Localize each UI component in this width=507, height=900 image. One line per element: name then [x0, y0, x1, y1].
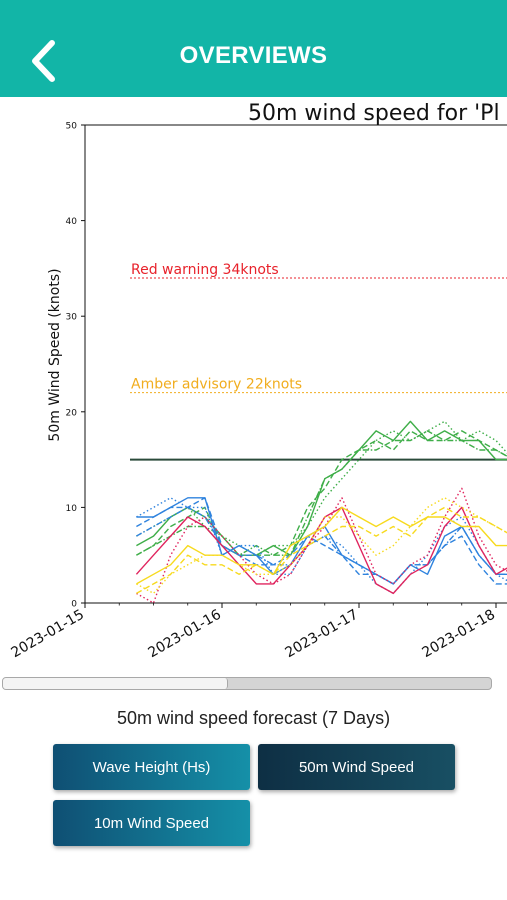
- x-tick-label: 2023-01-15: [9, 607, 87, 662]
- series-line-10: [136, 487, 507, 604]
- y-tick-label: 50: [66, 122, 78, 132]
- wind-10m-button[interactable]: 10m Wind Speed: [53, 800, 250, 846]
- wind-speed-chart[interactable]: 50m wind speed for 'Pl 50m Wind Speed (k…: [0, 97, 507, 677]
- y-tick-label: 20: [66, 408, 78, 418]
- series-line-1: [136, 420, 507, 556]
- series-line-13: [136, 497, 507, 595]
- series-line-4: [136, 430, 507, 556]
- series-line-2: [136, 430, 507, 556]
- threshold-label: Amber advisory 22knots: [131, 377, 302, 393]
- chart-svg: 50m wind speed for 'Pl 50m Wind Speed (k…: [9, 101, 507, 662]
- series-line-6: [136, 497, 507, 585]
- threshold-label: Red warning 34knots: [131, 262, 279, 278]
- y-axis-label: 50m Wind Speed (knots): [47, 268, 63, 441]
- y-tick-label: 10: [66, 504, 78, 514]
- wind-50m-button-label: 50m Wind Speed: [298, 758, 415, 776]
- y-tick-label: 30: [66, 313, 78, 323]
- horizontal-scrollbar[interactable]: [2, 677, 492, 690]
- x-tick-label: 2023-01-18: [420, 607, 498, 662]
- y-tick-label: 0: [71, 600, 77, 610]
- scrollbar-thumb[interactable]: [3, 678, 229, 689]
- wave-height-button-label: Wave Height (Hs): [92, 758, 211, 776]
- chart-title: 50m wind speed for 'Pl: [248, 101, 500, 126]
- x-tick-label: 2023-01-17: [283, 607, 361, 662]
- page-title: OVERVIEWS: [179, 42, 328, 69]
- y-tick-label: 40: [66, 217, 78, 227]
- series-line-7: [136, 497, 507, 595]
- chevron-left-icon: [32, 40, 55, 82]
- back-button[interactable]: [22, 30, 74, 90]
- wind-50m-button[interactable]: 50m Wind Speed: [258, 744, 455, 790]
- wave-height-button[interactable]: Wave Height (Hs): [53, 744, 250, 790]
- series-line-11: [136, 506, 507, 585]
- forecast-caption: 50m wind speed forecast (7 Days): [116, 708, 391, 728]
- app-header: OVERVIEWS: [0, 0, 507, 97]
- wind-10m-button-label: 10m Wind Speed: [93, 814, 210, 832]
- series-line-12: [136, 506, 507, 595]
- x-tick-label: 2023-01-16: [146, 607, 225, 662]
